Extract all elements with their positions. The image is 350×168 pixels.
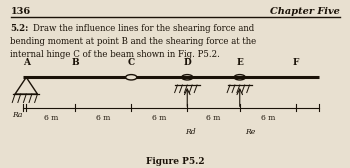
Text: Rd: Rd [186, 128, 196, 136]
Text: C: C [128, 58, 135, 67]
Text: bending moment at point B and the shearing force at the: bending moment at point B and the sheari… [10, 37, 257, 46]
Text: E: E [236, 58, 243, 67]
Text: D: D [183, 58, 191, 67]
Text: F: F [293, 58, 299, 67]
Text: 136: 136 [10, 7, 31, 16]
Text: 5.2:: 5.2: [10, 24, 29, 33]
Text: 6 m: 6 m [260, 114, 275, 122]
Text: Re: Re [245, 128, 255, 136]
Text: B: B [71, 58, 79, 67]
Text: internal hinge C of the beam shown in Fig. P5.2.: internal hinge C of the beam shown in Fi… [10, 50, 220, 59]
Text: 6 m: 6 m [152, 114, 167, 122]
Text: Chapter Five: Chapter Five [270, 7, 340, 16]
Text: Draw the influence lines for the shearing force and: Draw the influence lines for the shearin… [33, 24, 254, 33]
Text: 6 m: 6 m [43, 114, 58, 122]
Circle shape [126, 75, 137, 80]
Text: Figure P5.2: Figure P5.2 [146, 157, 204, 166]
Text: A: A [23, 58, 30, 67]
Text: 6 m: 6 m [96, 114, 111, 122]
Text: 6 m: 6 m [206, 114, 221, 122]
Text: Ra: Ra [12, 111, 23, 119]
